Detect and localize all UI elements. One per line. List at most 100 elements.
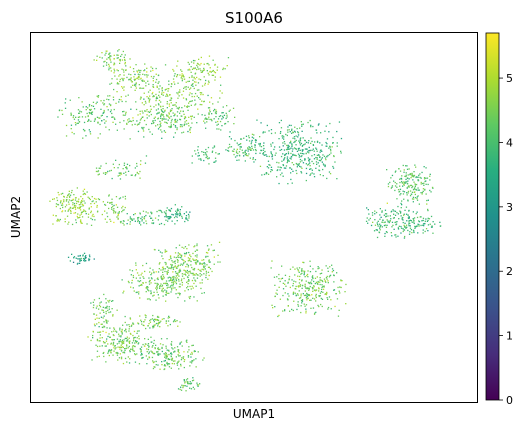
cell-point <box>235 152 238 154</box>
cell-point <box>324 293 326 295</box>
cell-point <box>186 276 189 278</box>
cell-point <box>181 217 183 219</box>
cell-point <box>403 198 405 200</box>
cell-point <box>129 332 132 335</box>
cell-point <box>379 229 381 231</box>
cell-point <box>149 215 151 217</box>
cell-point <box>216 69 218 71</box>
cell-point <box>152 85 154 88</box>
cell-point <box>318 287 320 289</box>
cell-point <box>210 118 213 121</box>
cell-point <box>330 150 332 152</box>
cell-point <box>418 174 420 176</box>
cell-point <box>295 135 297 137</box>
cell-point <box>408 225 410 227</box>
cell-point <box>130 74 132 76</box>
cell-point <box>404 209 406 211</box>
cell-point <box>160 113 163 115</box>
cell-point <box>311 155 313 157</box>
cell-point <box>193 269 195 271</box>
cell-point <box>125 171 127 173</box>
cell-point <box>308 146 310 149</box>
cell-point <box>215 111 218 113</box>
cell-point <box>89 131 91 133</box>
cell-point <box>146 288 149 290</box>
cell-point <box>64 218 66 220</box>
cell-point <box>172 104 174 106</box>
cell-point <box>208 266 210 268</box>
cell-point <box>165 263 167 266</box>
cell-point <box>101 120 103 122</box>
cell-point <box>82 137 84 139</box>
cell-point <box>171 347 173 349</box>
cell-point <box>298 149 300 151</box>
cell-point <box>424 188 426 191</box>
cell-point <box>154 324 156 326</box>
cell-point <box>105 298 107 300</box>
cell-point <box>325 265 327 267</box>
cell-point <box>201 279 203 281</box>
cell-point <box>69 99 71 101</box>
cell-point <box>289 286 291 289</box>
cell-point <box>142 276 144 278</box>
cell-point <box>181 78 183 80</box>
cell-point <box>183 124 185 127</box>
cell-point <box>164 261 166 264</box>
cell-point <box>158 316 160 318</box>
cell-point <box>179 355 181 357</box>
cell-point <box>288 145 290 147</box>
cell-point <box>172 214 174 216</box>
cell-point <box>165 282 167 284</box>
cell-point <box>394 234 396 236</box>
cell-point <box>183 118 186 120</box>
cell-point <box>398 218 400 220</box>
cell-point <box>183 87 185 89</box>
cell-point <box>104 203 106 206</box>
cell-point <box>73 256 76 258</box>
cell-point <box>88 197 90 199</box>
cell-point <box>197 82 200 84</box>
cell-point <box>322 168 324 171</box>
cell-point <box>205 156 207 159</box>
cell-point <box>405 227 407 229</box>
cell-point <box>288 295 290 297</box>
cell-point <box>203 120 205 122</box>
cell-point <box>119 80 121 83</box>
cell-point <box>152 91 154 94</box>
cell-point <box>107 352 109 354</box>
cell-point <box>128 337 130 339</box>
cell-point <box>306 299 308 301</box>
cell-point <box>112 96 115 98</box>
cell-point <box>315 129 317 131</box>
cell-point <box>84 193 87 195</box>
cell-point <box>196 244 198 247</box>
cell-point <box>215 109 217 111</box>
cell-point <box>159 123 161 126</box>
cell-point <box>104 60 106 62</box>
cell-point <box>270 267 272 269</box>
cell-point <box>125 111 127 113</box>
cell-point <box>145 220 147 222</box>
cell-point <box>185 99 188 101</box>
cell-point <box>119 173 121 175</box>
cell-point <box>315 289 318 291</box>
cell-point <box>294 154 296 156</box>
cell-point <box>199 275 201 277</box>
cell-point <box>109 299 111 302</box>
cell-point <box>161 350 163 353</box>
cell-point <box>103 326 106 328</box>
cell-point <box>399 212 402 214</box>
cell-point <box>297 275 299 277</box>
cell-point <box>315 148 318 150</box>
cell-point <box>92 301 94 303</box>
cell-point <box>290 178 292 181</box>
cell-point <box>110 70 112 72</box>
cell-point <box>86 191 88 193</box>
cell-point <box>178 275 180 277</box>
cell-point <box>316 276 318 278</box>
cell-point <box>294 274 296 276</box>
cell-point <box>407 214 409 216</box>
cell-point <box>88 129 90 131</box>
cell-point <box>150 350 152 352</box>
cell-point <box>169 216 171 218</box>
